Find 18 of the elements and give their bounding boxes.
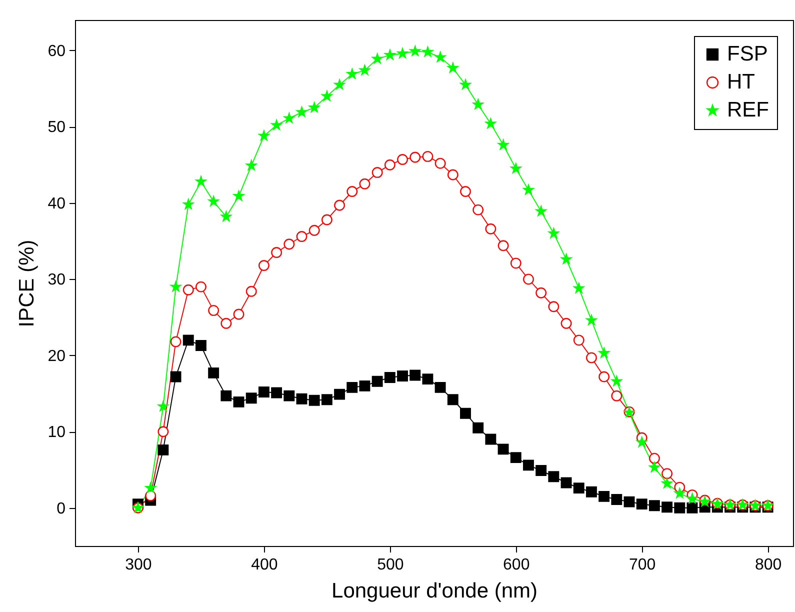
legend-label: FSP bbox=[727, 42, 768, 66]
legend-label: REF bbox=[727, 98, 769, 122]
x-tick-label: 700 bbox=[628, 556, 656, 574]
y-tick-label: 10 bbox=[48, 424, 66, 442]
x-axis-title: Longueur d'onde (nm) bbox=[332, 580, 538, 602]
y-tick-label: 50 bbox=[48, 119, 66, 136]
y-tick-label: 30 bbox=[48, 272, 66, 289]
y-axis-title: IPCE (%) bbox=[16, 240, 39, 328]
x-tick-label: 500 bbox=[377, 556, 404, 574]
y-tick-label: 20 bbox=[48, 348, 66, 365]
x-tick-label: 300 bbox=[125, 556, 152, 574]
x-tick-label: 800 bbox=[754, 556, 782, 574]
legend-label: HT bbox=[727, 70, 756, 94]
y-tick-label: 60 bbox=[48, 42, 66, 60]
x-tick-label: 400 bbox=[251, 556, 278, 574]
y-tick-label: 0 bbox=[56, 500, 66, 518]
y-tick-label: 40 bbox=[48, 195, 66, 212]
x-tick-label: 600 bbox=[503, 556, 530, 574]
